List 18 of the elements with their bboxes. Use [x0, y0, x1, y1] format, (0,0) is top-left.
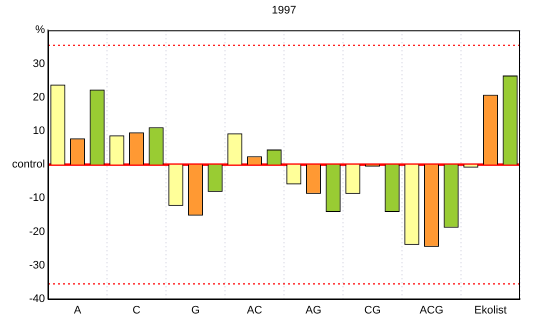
chart-title: 1997	[272, 4, 296, 17]
x-tick-label: G	[191, 304, 200, 317]
y-tick-label: 20	[32, 91, 45, 104]
y-tick-label: -40	[29, 293, 45, 306]
x-tick-label: AC	[246, 304, 262, 317]
y-tick-label: -20	[29, 226, 45, 238]
y-tick-label: 10	[32, 125, 45, 138]
x-tick-label: A	[74, 304, 82, 317]
x-tick-label: Ekolist	[474, 304, 507, 317]
y-tick-label: -30	[29, 259, 45, 272]
x-tick-label: CG	[364, 304, 381, 317]
x-tick-label: AG	[306, 304, 322, 317]
y-tick-label: -10	[29, 192, 45, 204]
x-tick-label: ACG	[420, 304, 444, 317]
y-tick-label: control	[12, 158, 45, 171]
y-tick-label: 30	[32, 58, 45, 70]
y-tick-label: %	[35, 24, 46, 36]
x-tick-label: C	[132, 304, 141, 317]
